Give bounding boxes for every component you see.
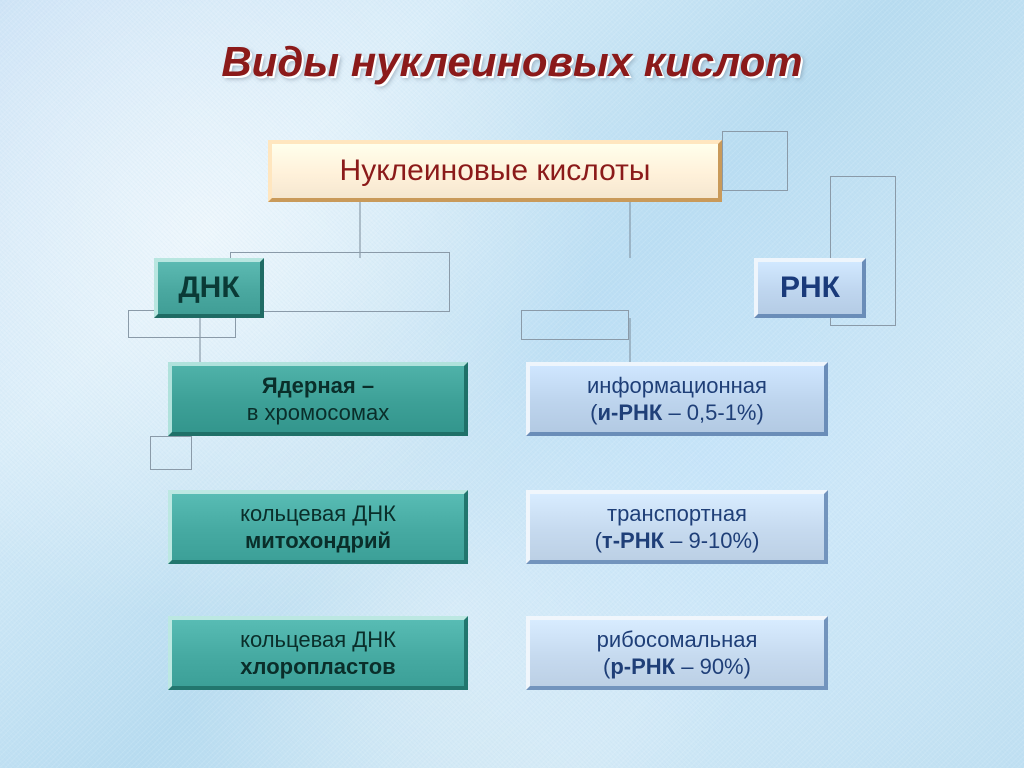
rnk-item-0-content: информационная(и-РНК – 0,5-1%) (587, 372, 767, 427)
rnk-node: РНК (754, 258, 866, 318)
rnk-item-0-line-0: информационная (587, 372, 767, 400)
rnk-item-2-line-1: (р-РНК – 90%) (597, 653, 758, 681)
ghost-box-2 (521, 310, 629, 340)
dnk-item-1-content: кольцевая ДНКмитохондрий (240, 500, 396, 555)
dnk-label: ДНК (178, 269, 239, 307)
dnk-item-2-content: кольцевая ДНКхлоропластов (240, 626, 396, 681)
dnk-item-1-line-0: кольцевая ДНК (240, 500, 396, 528)
dnk-item-0-line-1: в хромосомах (247, 399, 389, 427)
dnk-item-2-line-1: хлоропластов (240, 653, 396, 681)
dnk-item-0: Ядерная –в хромосомах (168, 362, 468, 436)
dnk-item-0-line-0: Ядерная – (247, 372, 389, 400)
ghost-box-0 (722, 131, 788, 191)
ghost-box-4 (150, 436, 192, 470)
rnk-item-1: транспортная(т-РНК – 9-10%) (526, 490, 828, 564)
dnk-item-2: кольцевая ДНКхлоропластов (168, 616, 468, 690)
rnk-item-1-line-0: транспортная (595, 500, 760, 528)
rnk-item-0-line-1: (и-РНК – 0,5-1%) (587, 399, 767, 427)
page-title: Виды нуклеиновых кислот (0, 38, 1024, 86)
root-label: Нуклеиновые кислоты (340, 152, 651, 190)
root-node: Нуклеиновые кислоты (268, 140, 722, 202)
background-texture (0, 0, 1024, 768)
dnk-node: ДНК (154, 258, 264, 318)
dnk-item-0-content: Ядерная –в хромосомах (247, 372, 389, 427)
rnk-item-1-line-1: (т-РНК – 9-10%) (595, 527, 760, 555)
rnk-item-1-content: транспортная(т-РНК – 9-10%) (595, 500, 760, 555)
rnk-item-2-content: рибосомальная(р-РНК – 90%) (597, 626, 758, 681)
dnk-item-2-line-0: кольцевая ДНК (240, 626, 396, 654)
dnk-item-1-line-1: митохондрий (240, 527, 396, 555)
rnk-item-0: информационная(и-РНК – 0,5-1%) (526, 362, 828, 436)
rnk-item-2-line-0: рибосомальная (597, 626, 758, 654)
dnk-item-1: кольцевая ДНКмитохондрий (168, 490, 468, 564)
rnk-item-2: рибосомальная(р-РНК – 90%) (526, 616, 828, 690)
rnk-label: РНК (780, 269, 840, 307)
